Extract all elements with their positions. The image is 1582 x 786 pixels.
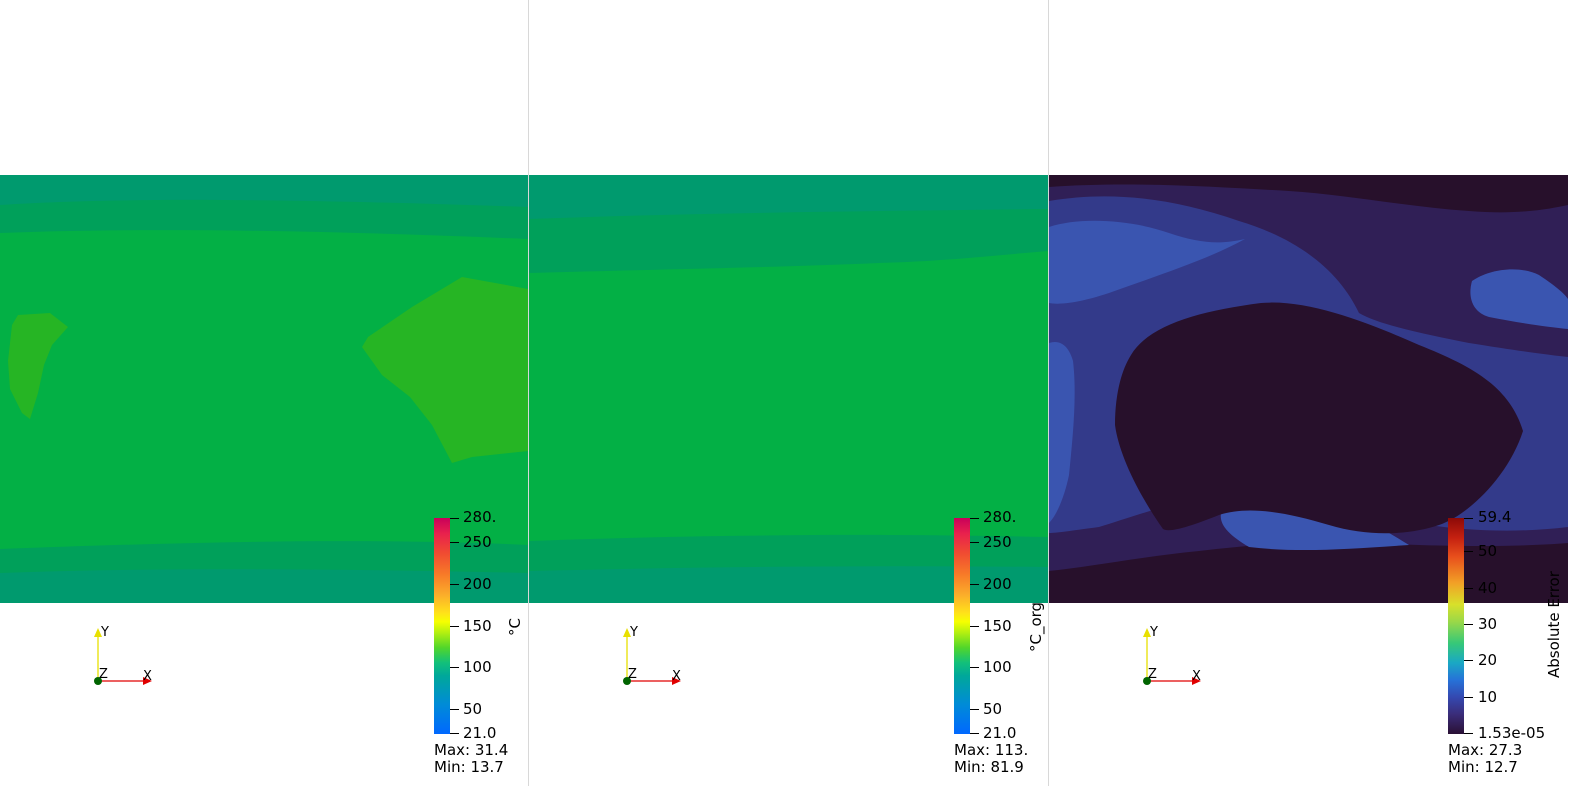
colorbar-tick: [450, 542, 459, 543]
axis-label-z: Z: [628, 667, 637, 682]
colorbar-tick: [970, 542, 979, 543]
colorbar-error: [1448, 518, 1464, 734]
colorbar-tick: [1464, 588, 1473, 589]
colorbar-title: Absolute Error: [1545, 571, 1563, 678]
colorbar-tick: [970, 584, 979, 585]
colorbar-tick: [1464, 697, 1473, 698]
colorbar-title: °C: [506, 618, 524, 636]
colorbar-tick-label: 50: [1478, 542, 1498, 560]
colorbar-tick-label: 100: [983, 658, 1012, 676]
colorbar-tick-label: 20: [1478, 651, 1498, 669]
axis-label-y: Y: [1150, 625, 1158, 640]
colorbar-tick: [970, 733, 979, 734]
colorbar-tick-label: 59.4: [1478, 508, 1512, 526]
axis-label-y: Y: [101, 625, 109, 640]
colorbar-tick: [450, 584, 459, 585]
error-field: [1049, 175, 1568, 603]
colorbar-tick: [1464, 518, 1473, 519]
colorbar-tick-label: 280.: [463, 508, 497, 526]
min-value: Min: 81.9: [954, 758, 1024, 776]
orientation-axes: [1143, 628, 1201, 685]
colorbar-predicted: [434, 518, 450, 734]
colorbar-tick-label: 100: [463, 658, 492, 676]
colorbar-tick: [1464, 551, 1473, 552]
colorbar-title: °C_org: [1027, 601, 1045, 652]
colorbar-tick-label: 10: [1478, 688, 1498, 706]
axis-label-x: X: [672, 669, 681, 684]
colorbar-tick: [1464, 733, 1473, 734]
colorbar-tick: [1464, 624, 1473, 625]
max-value: Max: 27.3: [1448, 741, 1523, 759]
colorbar-tick-label: 40: [1478, 579, 1498, 597]
axis-label-y: Y: [630, 625, 638, 640]
view-error[interactable]: 59.4 50 40 30 20 10 1.53e-05 Absolute Er…: [1049, 0, 1582, 786]
orientation-axes: [623, 628, 681, 685]
colorbar-tick: [450, 733, 459, 734]
temperature-field-predicted: [0, 175, 528, 603]
colorbar-tick: [970, 709, 979, 710]
colorbar-tick-label: 200: [983, 575, 1012, 593]
axis-label-z: Z: [1148, 667, 1157, 682]
colorbar-tick-label: 200: [463, 575, 492, 593]
colorbar-tick: [450, 518, 459, 519]
view-original[interactable]: 280. 250 200 150 100 50 21.0 °C_org Max:…: [529, 0, 1048, 786]
colorbar-tick: [450, 709, 459, 710]
view-divider[interactable]: [1048, 0, 1049, 786]
colorbar-tick: [450, 626, 459, 627]
colorbar-original: [954, 518, 970, 734]
colorbar-tick-label: 21.0: [463, 724, 497, 742]
orientation-axes: [94, 628, 152, 685]
colorbar-tick-label: 1.53e-05: [1478, 724, 1546, 742]
colorbar-tick: [970, 518, 979, 519]
colorbar-tick-label: 150: [463, 617, 492, 635]
axis-label-z: Z: [99, 667, 108, 682]
temperature-field-original: [529, 175, 1048, 603]
colorbar-tick-label: 50: [983, 700, 1003, 718]
min-value: Min: 12.7: [1448, 758, 1518, 776]
colorbar-tick-label: 21.0: [983, 724, 1017, 742]
colorbar-tick-label: 30: [1478, 615, 1498, 633]
axis-label-x: X: [143, 669, 152, 684]
max-value: Max: 31.4: [434, 741, 509, 759]
colorbar-tick-label: 50: [463, 700, 483, 718]
colorbar-tick-label: 250: [463, 533, 492, 551]
colorbar-tick: [970, 667, 979, 668]
colorbar-tick: [970, 626, 979, 627]
colorbar-tick-label: 280.: [983, 508, 1017, 526]
min-value: Min: 13.7: [434, 758, 504, 776]
view-predicted[interactable]: 280. 250 200 150 100 50 21.0 °C Max: 31.…: [0, 0, 528, 786]
colorbar-tick-label: 150: [983, 617, 1012, 635]
colorbar-tick-label: 250: [983, 533, 1012, 551]
colorbar-tick: [1464, 660, 1473, 661]
colorbar-tick: [450, 667, 459, 668]
view-divider[interactable]: [528, 0, 529, 786]
max-value: Max: 113.: [954, 741, 1029, 759]
axis-label-x: X: [1192, 669, 1201, 684]
